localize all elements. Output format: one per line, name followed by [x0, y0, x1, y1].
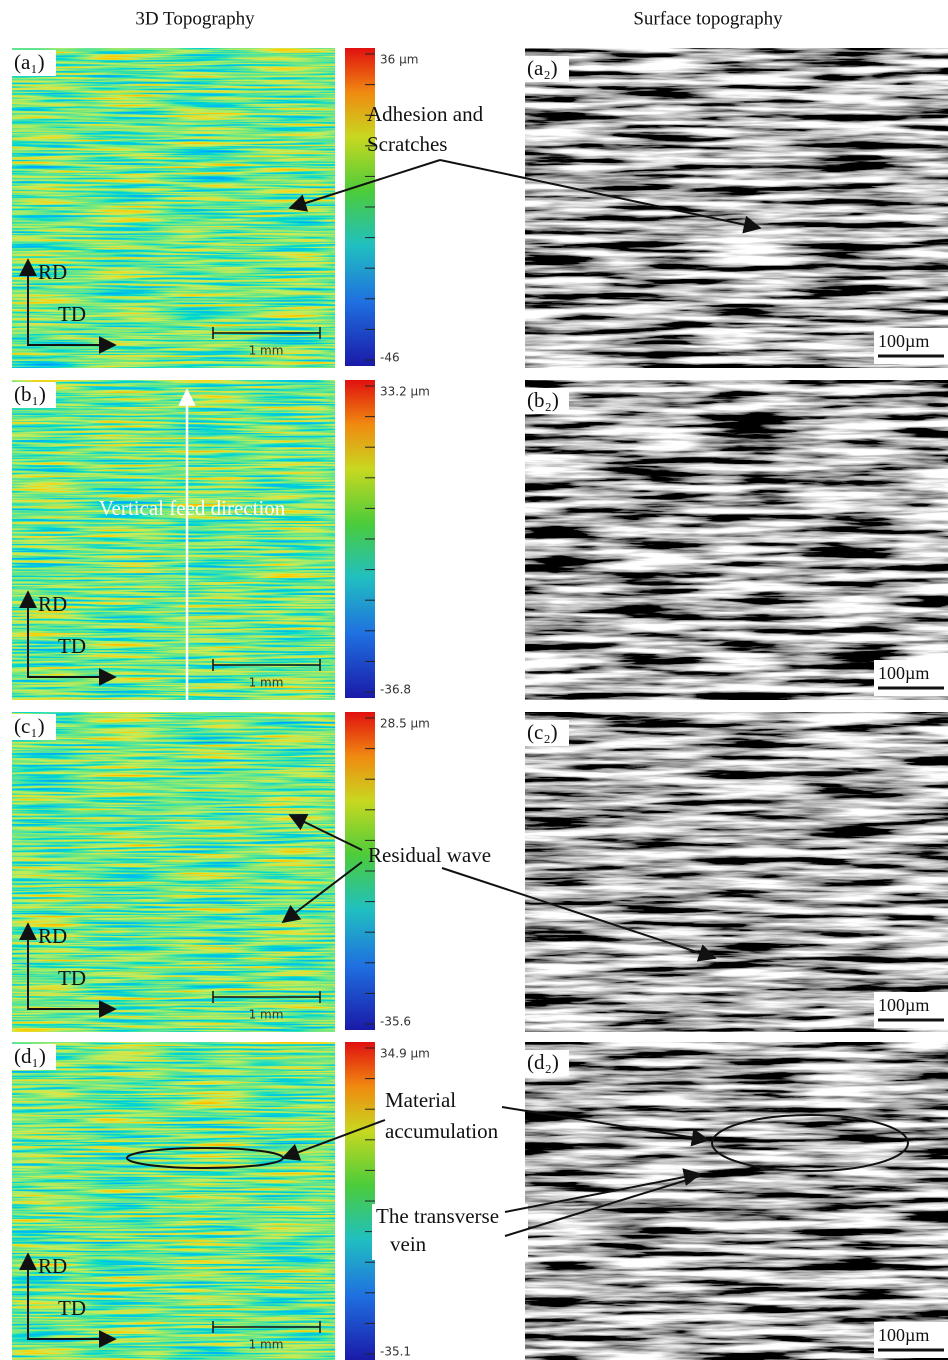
scale-label: 1 mm: [249, 1338, 284, 1352]
scale-label: 100µm: [878, 995, 929, 1015]
scale-label: 1 mm: [249, 676, 284, 690]
annotation: Material: [385, 1088, 456, 1112]
surface-image: [525, 380, 948, 700]
surface-image: [525, 48, 948, 368]
header-left: 3D Topography: [135, 8, 255, 29]
panel-label: (b₁): [14, 382, 46, 406]
panel-label: (d₁): [14, 1044, 46, 1068]
axis-label: RD: [38, 1254, 67, 1278]
colorbar-max: 33.2 µm: [380, 385, 430, 399]
axis-label: RD: [38, 260, 67, 284]
annotation: The transverse: [376, 1204, 499, 1228]
axis-label: TD: [58, 1296, 86, 1320]
scale-label: 100µm: [878, 663, 929, 683]
annotation: vein: [390, 1232, 427, 1256]
colorbar-max: 34.9 µm: [380, 1047, 430, 1061]
annotation: Adhesion and: [367, 102, 484, 126]
colorbar-min: -46: [380, 351, 400, 365]
annotation: Scratches: [367, 132, 447, 156]
panel-label: (b₂): [527, 388, 559, 412]
panel-label: (c₁): [14, 714, 45, 738]
panel-label: (c₂): [527, 720, 558, 744]
panel-label: (a₁): [14, 50, 45, 74]
scale-label: 100µm: [878, 331, 929, 351]
axis-label: TD: [58, 966, 86, 990]
scale-label: 100µm: [878, 1325, 929, 1345]
colorbar-min: -36.8: [380, 683, 411, 697]
axis-label: RD: [38, 592, 67, 616]
annotation: Vertical feed direction: [99, 496, 286, 520]
panel-label: (d₂): [527, 1050, 559, 1074]
axis-label: RD: [38, 924, 67, 948]
figure: (a₁) RD TD 1 mm 36 µm -46 (a₂) 100µm (b₁) RD TD 1 m…: [0, 0, 948, 1360]
colorbar-min: -35.6: [380, 1015, 411, 1029]
colorbar-max: 36 µm: [380, 53, 418, 67]
surface-image: [525, 712, 948, 1032]
axis-label: TD: [58, 302, 86, 326]
scale-label: 1 mm: [249, 1008, 284, 1022]
scale-label: 1 mm: [249, 344, 284, 358]
annotation: Residual wave: [368, 843, 491, 867]
axis-label: TD: [58, 634, 86, 658]
header-right: Surface topography: [633, 8, 783, 29]
colorbar-max: 28.5 µm: [380, 717, 430, 731]
panel-label: (a₂): [527, 56, 558, 80]
surface-image: [525, 1042, 948, 1360]
annotation: accumulation: [385, 1119, 499, 1143]
colorbar-min: -35.1: [380, 1345, 411, 1359]
